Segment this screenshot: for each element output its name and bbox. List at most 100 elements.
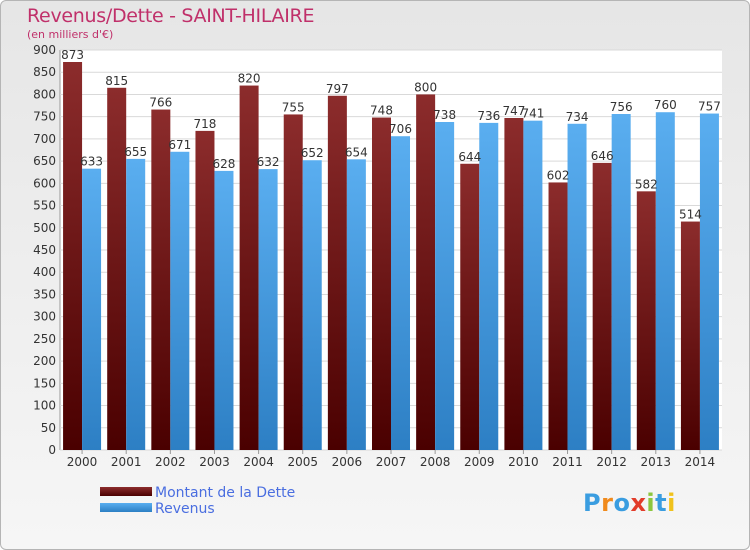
data-label-revenus: 741: [521, 107, 544, 121]
data-label-revenus: 628: [213, 157, 236, 171]
x-tick-label: 2007: [376, 455, 407, 469]
bar-revenus: [611, 114, 631, 450]
logo-letter: t: [655, 489, 668, 517]
y-tick-label: 0: [48, 443, 56, 457]
bar-debt: [63, 62, 83, 450]
legend-swatch-debt: [100, 487, 152, 496]
data-label-debt: 646: [591, 149, 614, 163]
bar-debt: [504, 118, 524, 450]
data-label-revenus: 652: [301, 146, 324, 160]
bar-debt: [151, 109, 171, 451]
x-tick-label: 2010: [508, 455, 539, 469]
data-label-revenus: 756: [610, 100, 633, 114]
bar-revenus: [699, 113, 719, 451]
y-tick-label: 300: [33, 310, 56, 324]
bar-debt: [283, 114, 303, 450]
bar-debt: [592, 162, 612, 450]
x-tick-label: 2013: [641, 455, 672, 469]
bar-revenus: [655, 112, 675, 450]
bar-revenus: [258, 169, 278, 450]
y-tick-label: 100: [33, 399, 56, 413]
bar-debt: [107, 87, 127, 451]
y-tick-label: 250: [33, 332, 56, 346]
x-tick-label: 2014: [685, 455, 716, 469]
x-tick-label: 2005: [287, 455, 318, 469]
chart-title: Revenus/Dette - SAINT-HILAIRE: [27, 5, 315, 27]
legend-label-revenus: Revenus: [155, 501, 215, 517]
bar-revenus: [170, 151, 190, 450]
y-tick-label: 550: [33, 199, 56, 213]
y-tick-label: 500: [33, 221, 56, 235]
y-tick-label: 400: [33, 265, 56, 279]
y-tick-label: 750: [33, 110, 56, 124]
data-label-debt: 718: [194, 117, 217, 131]
proxiti-logo: Proxiti: [583, 489, 676, 517]
x-tick-label: 2001: [111, 455, 142, 469]
bar-debt: [460, 163, 480, 450]
bar-revenus: [479, 122, 499, 450]
x-axis: 2000 2001 2002 2003 2004 2005 2006 2007 2008 2009…: [67, 450, 715, 469]
y-tick-label: 700: [33, 132, 56, 146]
data-label-revenus: 655: [124, 145, 147, 159]
data-label-debt: 602: [547, 168, 570, 182]
data-label-revenus: 671: [168, 138, 191, 152]
legend-swatch-revenus: [100, 503, 152, 512]
data-label-debt: 755: [282, 100, 305, 114]
x-tick-label: 2009: [464, 455, 495, 469]
x-tick-label: 2004: [243, 455, 274, 469]
data-label-debt: 644: [458, 150, 481, 164]
data-label-revenus: 736: [477, 109, 500, 123]
logo-letter: i: [667, 489, 676, 517]
y-tick-label: 650: [33, 154, 56, 168]
y-tick-label: 900: [33, 43, 56, 57]
bar-debt: [239, 85, 259, 451]
data-label-revenus: 738: [433, 108, 456, 122]
x-tick-label: 2006: [332, 455, 363, 469]
y-tick-label: 800: [33, 87, 56, 101]
data-label-debt: 873: [61, 48, 84, 62]
bar-revenus: [391, 136, 410, 450]
y-tick-label: 450: [33, 243, 56, 257]
data-label-debt: 800: [414, 80, 437, 94]
data-label-revenus: 706: [389, 122, 412, 136]
bar-debt: [416, 94, 436, 450]
y-tick-label: 200: [33, 354, 56, 368]
logo-letter: P: [583, 489, 602, 517]
logo-letter: o: [613, 489, 631, 517]
bar-debt: [636, 191, 656, 451]
bar-debt: [548, 182, 568, 450]
data-label-revenus: 734: [566, 110, 589, 124]
data-label-revenus: 633: [80, 155, 103, 169]
bar-debt: [327, 95, 347, 451]
bar-revenus: [346, 159, 366, 451]
x-tick-label: 2003: [199, 455, 230, 469]
data-label-debt: 747: [502, 104, 525, 118]
bars: [63, 62, 719, 451]
y-tick-label: 50: [41, 421, 56, 435]
data-label-debt: 766: [149, 96, 172, 110]
bar-revenus: [82, 168, 102, 450]
bar-revenus: [302, 160, 322, 450]
data-label-revenus: 757: [698, 100, 721, 114]
logo-letter: r: [601, 489, 614, 517]
bar-debt: [195, 130, 215, 450]
y-tick-label: 150: [33, 376, 56, 390]
data-label-revenus: 760: [654, 98, 677, 112]
x-tick-label: 2002: [155, 455, 186, 469]
bar-revenus: [126, 158, 146, 450]
y-tick-label: 600: [33, 176, 56, 190]
x-tick-label: 2011: [552, 455, 583, 469]
bar-revenus: [435, 122, 455, 450]
bar-revenus: [567, 123, 587, 451]
x-tick-label: 2012: [596, 455, 627, 469]
y-tick-label: 850: [33, 65, 56, 79]
legend-label-debt: Montant de la Dette: [155, 485, 296, 501]
data-label-debt: 797: [326, 82, 349, 96]
data-label-debt: 820: [238, 72, 261, 86]
data-label-debt: 514: [679, 208, 702, 222]
data-label-revenus: 632: [257, 155, 280, 169]
chart-subtitle: (en milliers d'€): [27, 28, 114, 41]
data-label-revenus: 654: [345, 145, 368, 159]
